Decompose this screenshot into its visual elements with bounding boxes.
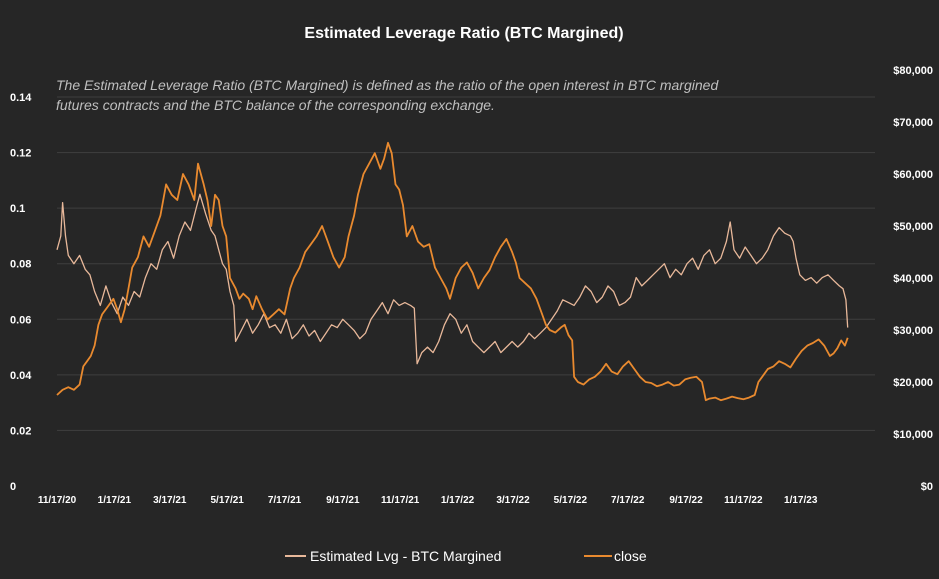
x-tick-label: 5/17/21 bbox=[210, 495, 244, 506]
x-tick-label: 5/17/22 bbox=[554, 495, 588, 506]
chart-subtitle-line-2: futures contracts and the BTC balance of… bbox=[56, 97, 495, 113]
series-line-leverage bbox=[56, 193, 849, 365]
left-tick-label: 0.1 bbox=[10, 203, 25, 215]
right-tick-label: $20,000 bbox=[893, 377, 933, 389]
series-lines bbox=[56, 141, 849, 402]
x-tick-label: 1/17/22 bbox=[441, 495, 475, 506]
x-tick-label: 11/17/22 bbox=[724, 495, 763, 506]
left-tick-label: 0.06 bbox=[10, 314, 31, 326]
right-tick-label: $50,000 bbox=[893, 221, 933, 233]
left-tick-label: 0.08 bbox=[10, 259, 31, 271]
x-tick-label: 3/17/21 bbox=[153, 495, 187, 506]
left-tick-label: 0.14 bbox=[10, 92, 32, 104]
chart-title: Estimated Leverage Ratio (BTC Margined) bbox=[304, 25, 623, 42]
x-tick-label: 1/17/21 bbox=[98, 495, 132, 506]
series-line-close bbox=[56, 141, 849, 402]
x-tick-label: 7/17/21 bbox=[268, 495, 302, 506]
legend-label-leverage: Estimated Lvg - BTC Margined bbox=[310, 548, 501, 564]
right-tick-label: $70,000 bbox=[893, 117, 933, 129]
legend: Estimated Lvg - BTC Margined close bbox=[285, 548, 647, 564]
x-tick-label: 3/17/22 bbox=[496, 495, 530, 506]
right-tick-label: $0 bbox=[921, 481, 933, 493]
left-tick-label: 0.12 bbox=[10, 148, 31, 160]
x-axis-ticks: 11/17/20 1/17/21 3/17/21 5/17/21 7/17/21 9/17… bbox=[38, 495, 818, 506]
left-tick-label: 0 bbox=[10, 481, 16, 493]
right-tick-label: $60,000 bbox=[893, 169, 933, 181]
right-tick-label: $40,000 bbox=[893, 273, 933, 285]
chart-subtitle-line-1: The Estimated Leverage Ratio (BTC Margin… bbox=[56, 77, 719, 93]
left-tick-label: 0.04 bbox=[10, 370, 32, 382]
x-tick-label: 1/17/23 bbox=[784, 495, 818, 506]
right-axis-ticks: $0 $10,000 $20,000 $30,000 $40,000 $50,000 $60… bbox=[893, 65, 933, 493]
x-tick-label: 11/17/20 bbox=[38, 495, 77, 506]
grid-lines bbox=[57, 96, 875, 431]
x-tick-label: 11/17/21 bbox=[381, 495, 420, 506]
x-tick-label: 7/17/22 bbox=[611, 495, 645, 506]
right-tick-label: $30,000 bbox=[893, 325, 933, 337]
x-tick-label: 9/17/21 bbox=[326, 495, 360, 506]
right-tick-label: $80,000 bbox=[893, 65, 933, 77]
left-axis-ticks: 0 0.02 0.04 0.06 0.08 0.1 0.12 0.14 bbox=[10, 92, 32, 493]
left-tick-label: 0.02 bbox=[10, 425, 31, 437]
legend-label-close: close bbox=[614, 548, 647, 564]
right-tick-label: $10,000 bbox=[893, 429, 933, 441]
x-tick-label: 9/17/22 bbox=[669, 495, 703, 506]
